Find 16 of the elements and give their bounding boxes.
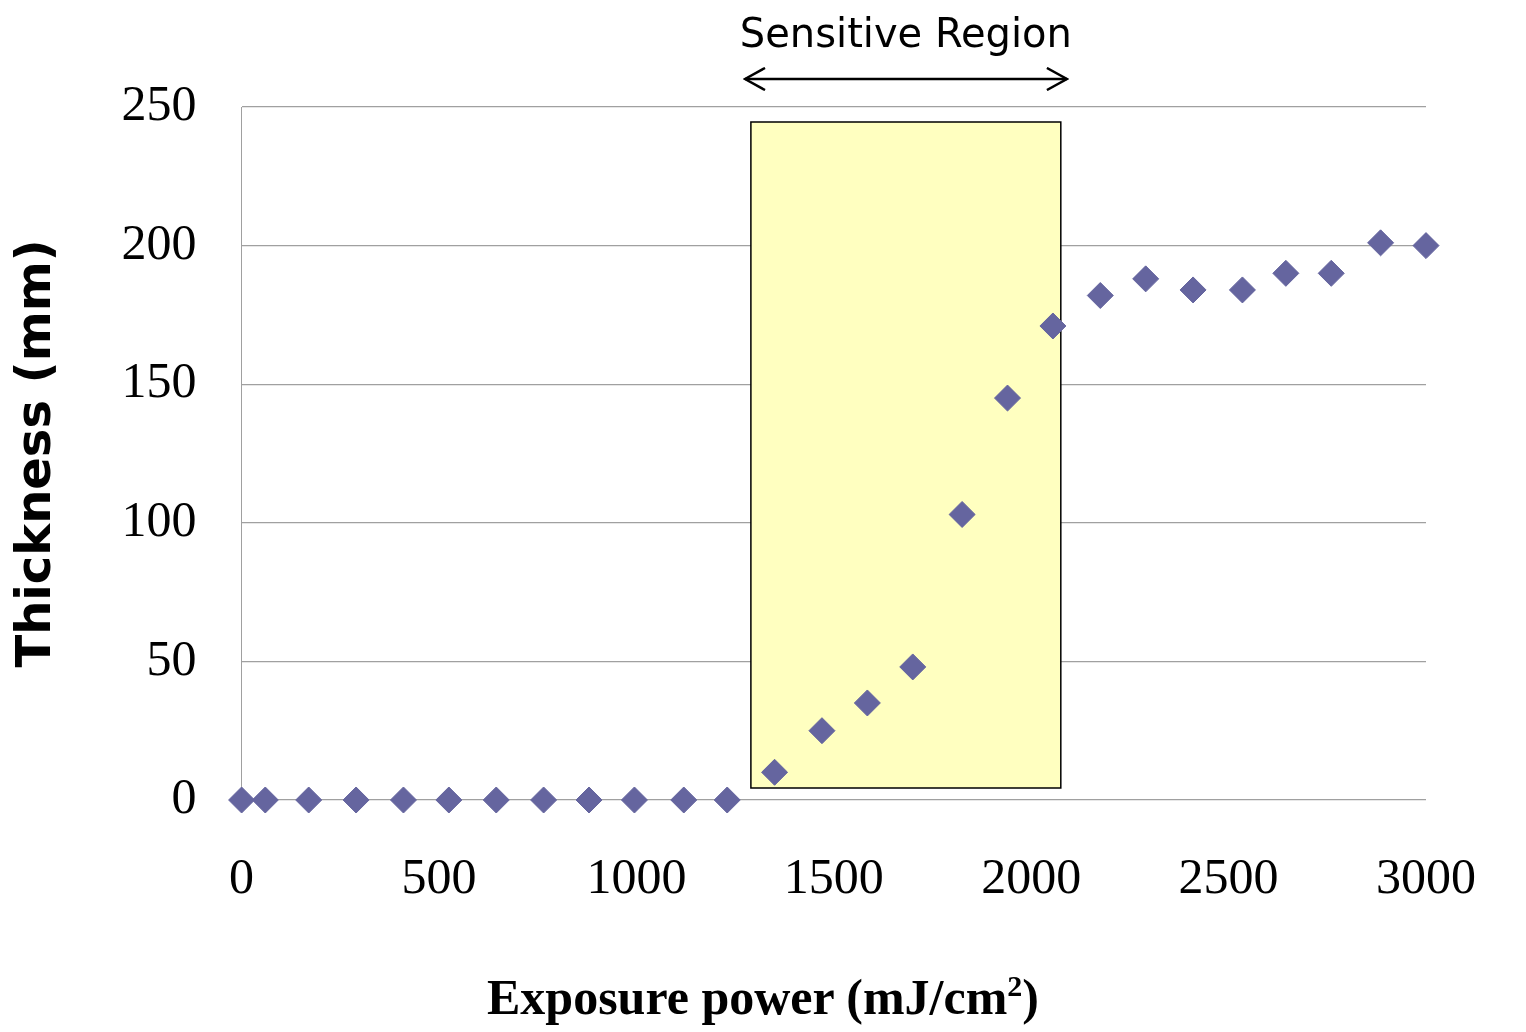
x-tick-label: 1000 [586, 848, 687, 905]
y-tick-label: 50 [146, 629, 197, 686]
x-tick-label: 0 [229, 848, 255, 905]
y-tick-label: 100 [121, 490, 197, 547]
x-tick-label: 3000 [1376, 848, 1476, 905]
x-tick-label: 500 [401, 848, 477, 905]
x-tick-label: 2500 [1178, 848, 1279, 905]
y-tick-label: 150 [121, 352, 197, 409]
y-tick-label: 250 [121, 75, 197, 132]
y-tick-label: 0 [171, 768, 197, 825]
x-axis-title: Exposure power (mJ/cm$^{2}$) [486, 968, 1040, 1026]
x-tick-label: 1500 [783, 848, 884, 905]
x-tick-label: 2000 [981, 848, 1082, 905]
y-tick-label: 200 [121, 213, 197, 270]
y-axis-title: Thickness (mm) [5, 239, 62, 668]
band-label: Sensitive Region [739, 10, 1072, 56]
